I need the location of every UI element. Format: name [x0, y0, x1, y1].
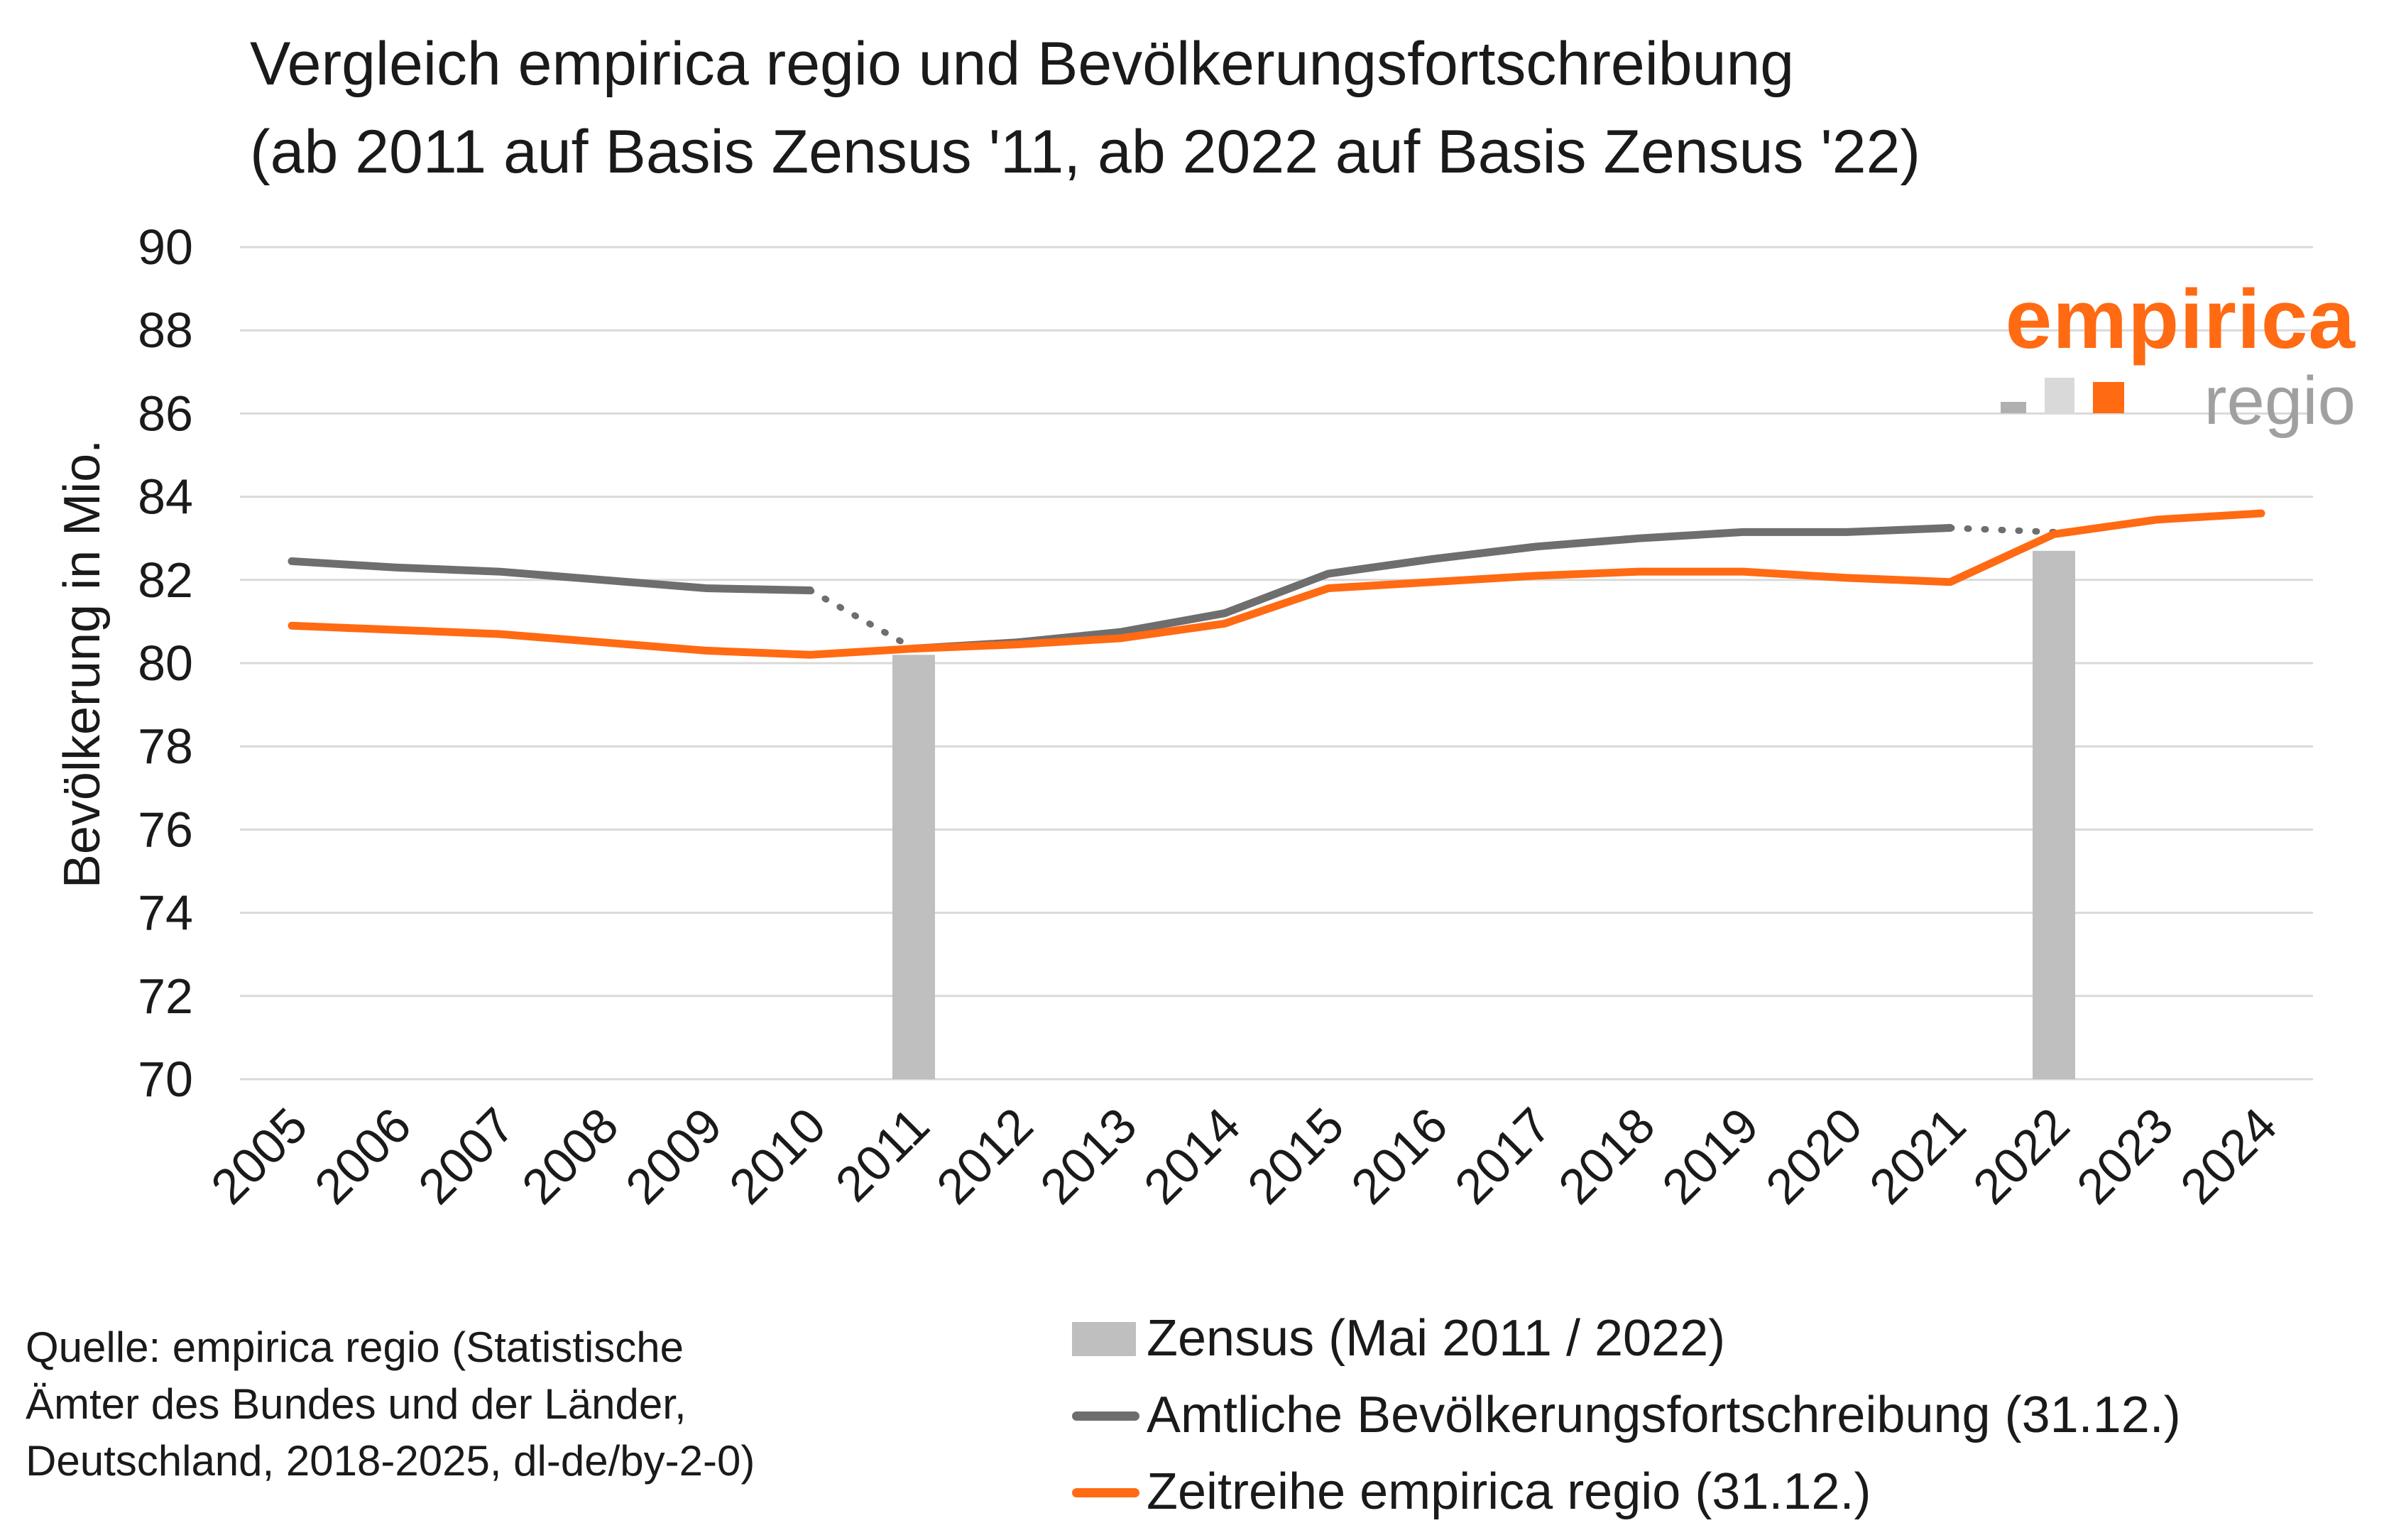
y-tick-label: 72 [138, 968, 193, 1024]
x-tick-label: 2007 [408, 1097, 525, 1214]
legend-label-census: Zensus (Mai 2011 / 2022) [1147, 1310, 1726, 1367]
x-tick-label: 2013 [1029, 1097, 1147, 1214]
x-tick-label: 2016 [1340, 1097, 1458, 1214]
y-tick-label: 76 [138, 802, 193, 857]
x-tick-label: 2020 [1755, 1097, 1872, 1214]
census-bar [2033, 550, 2075, 1079]
y-tick-label: 74 [138, 885, 193, 941]
brand-name-bottom: regio [2204, 363, 2356, 439]
x-axis-ticks: 2005200620072008200920102011201220132014… [200, 1097, 2287, 1214]
x-tick-label: 2023 [2066, 1097, 2183, 1214]
empirica-series-line [288, 509, 2265, 659]
x-tick-label: 2006 [304, 1097, 421, 1214]
x-tick-label: 2021 [1859, 1097, 1976, 1214]
official-series-dotted-segment [1947, 525, 2057, 535]
brand-logo: empirica regio [2001, 273, 2356, 439]
x-tick-label: 2009 [615, 1097, 732, 1214]
legend-swatch-empirica [1072, 1488, 1139, 1497]
source-note: Quelle: empirica regio (Statistische Ämt… [26, 1319, 755, 1490]
y-axis-ticks: 70 72 74 76 78 80 82 84 86 88 90 [138, 219, 193, 1107]
y-tick-label: 82 [138, 552, 193, 608]
x-tick-label: 2005 [200, 1097, 317, 1214]
source-line-2: Ämter des Bundes und der Länder, [26, 1380, 687, 1428]
y-tick-label: 80 [138, 635, 193, 691]
legend-swatch-census [1072, 1322, 1136, 1356]
chart-title-line-2: (ab 2011 auf Basis Zensus '11, ab 2022 a… [250, 118, 1921, 186]
official-series-line [909, 524, 1954, 652]
x-tick-label: 2019 [1651, 1097, 1768, 1214]
y-tick-label: 90 [138, 219, 193, 275]
x-tick-label: 2015 [1237, 1097, 1354, 1214]
legend-swatch-official [1072, 1411, 1139, 1421]
x-tick-label: 2022 [1962, 1097, 2079, 1214]
series-lines [288, 509, 2265, 659]
x-tick-label: 2011 [825, 1097, 940, 1212]
gridlines [240, 246, 2313, 1081]
chart-title-line-1: Vergleich empirica regio und Bevölkerung… [250, 30, 1795, 98]
census-bar [892, 655, 935, 1079]
brand-squares-icon [2001, 378, 2124, 413]
source-line-1: Quelle: empirica regio (Statistische [26, 1323, 684, 1371]
x-tick-label: 2017 [1444, 1097, 1561, 1214]
x-tick-label: 2010 [718, 1097, 836, 1214]
x-tick-label: 2014 [1133, 1097, 1250, 1214]
x-tick-label: 2012 [926, 1097, 1043, 1214]
y-axis-label: Bevölkerung in Mio. [54, 439, 111, 888]
y-tick-label: 70 [138, 1052, 193, 1107]
official-series-line [288, 557, 814, 594]
x-tick-label: 2024 [2170, 1097, 2287, 1214]
y-tick-label: 78 [138, 719, 193, 774]
x-tick-label: 2008 [511, 1097, 628, 1214]
y-tick-label: 88 [138, 302, 193, 358]
official-series-dotted-segment [806, 586, 917, 652]
census-bars [892, 550, 2075, 1079]
legend-label-official: Amtliche Bevölkerungsfortschreibung (31.… [1147, 1387, 2181, 1443]
y-tick-label: 86 [138, 386, 193, 441]
y-tick-label: 84 [138, 469, 193, 525]
legend-label-empirica: Zeitreihe empirica regio (31.12.) [1147, 1463, 1871, 1520]
x-tick-label: 2018 [1548, 1097, 1665, 1214]
brand-name-top: empirica [2005, 273, 2356, 366]
source-line-3: Deutschland, 2018-2025, dl-de/by-2-0) [26, 1437, 755, 1485]
